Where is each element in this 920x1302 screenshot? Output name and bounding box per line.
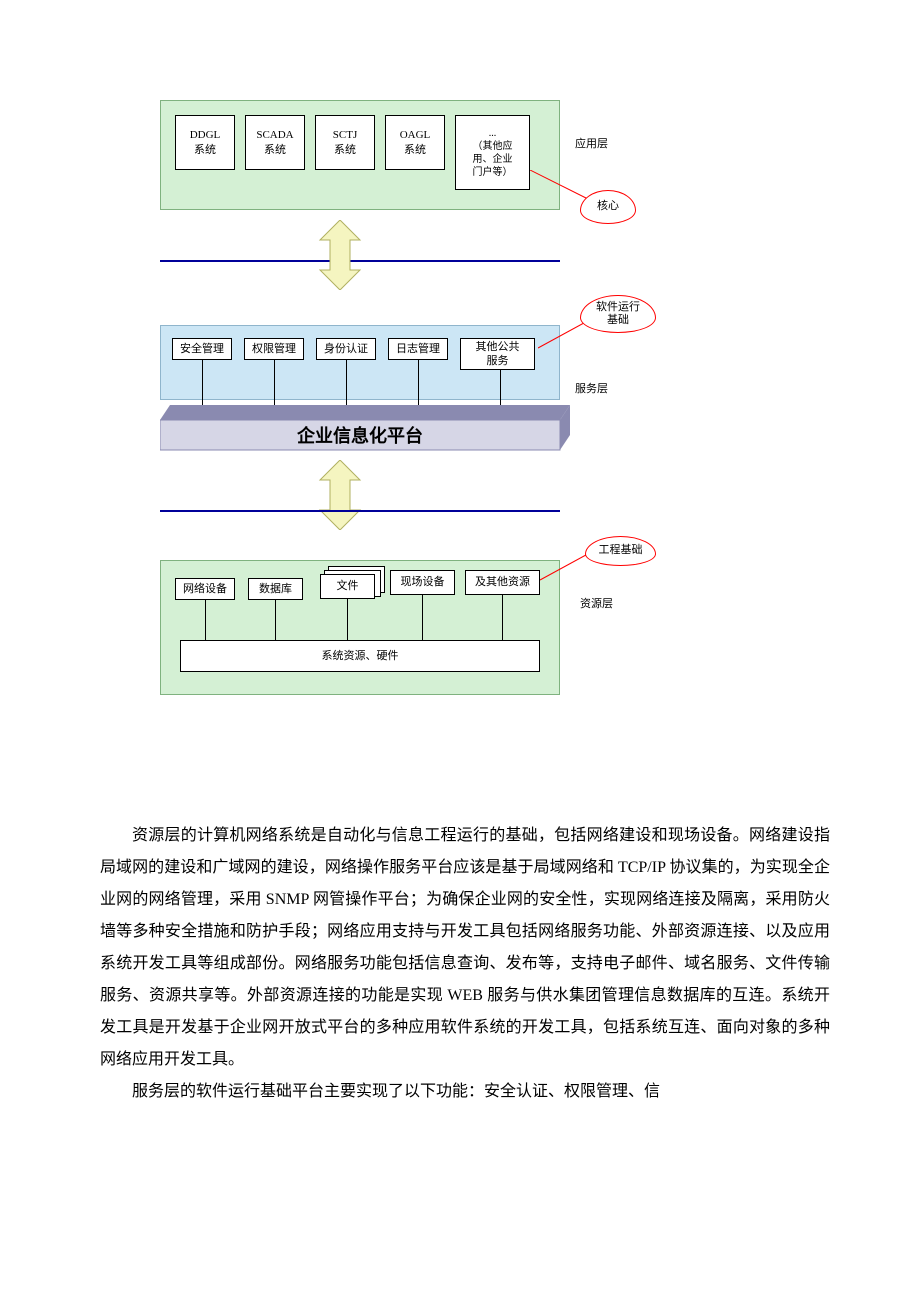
paragraph-1: 资源层的计算机网络系统是自动化与信息工程运行的基础，包括网络建设和现场设备。网络…	[100, 820, 830, 1076]
callout-engineering: 工程基础	[585, 536, 656, 566]
arrow-2	[315, 460, 365, 530]
svc-box-1: 安全管理	[172, 338, 232, 360]
app-box-other: ...（其他应用、企业门户等）	[455, 115, 530, 190]
res-box-bottom: 系统资源、硬件	[180, 640, 540, 672]
service-layer-label: 服务层	[575, 380, 608, 396]
res-box-5: 及其他资源	[465, 570, 540, 595]
app-box-scada: SCADA系统	[245, 115, 305, 170]
paragraph-2: 服务层的软件运行基础平台主要实现了以下功能：安全认证、权限管理、信	[100, 1076, 830, 1108]
body-text: 资源层的计算机网络系统是自动化与信息工程运行的基础，包括网络建设和现场设备。网络…	[100, 820, 830, 1108]
app-box-oagl: OAGL系统	[385, 115, 445, 170]
app-layer-label: 应用层	[575, 135, 608, 151]
hline-2	[160, 510, 560, 512]
svc-box-5: 其他公共服务	[460, 338, 535, 370]
app-box-l1: DDGL	[190, 129, 221, 141]
callout-core: 核心	[580, 190, 636, 224]
architecture-diagram: DDGL系统 SCADA系统 SCTJ系统 OAGL系统 ...（其他应用、企业…	[160, 100, 740, 740]
arrow-1	[315, 220, 365, 290]
res-box-1: 网络设备	[175, 578, 235, 600]
res-box-3: 文件	[320, 574, 375, 599]
app-box-ddgl: DDGL系统	[175, 115, 235, 170]
platform-title: 企业信息化平台	[160, 420, 560, 450]
svc-box-2: 权限管理	[244, 338, 304, 360]
res-box-4: 现场设备	[390, 570, 455, 595]
app-box-sctj: SCTJ系统	[315, 115, 375, 170]
svc-box-4: 日志管理	[388, 338, 448, 360]
res-box-2: 数据库	[248, 578, 303, 600]
callout-software: 软件运行 基础	[580, 295, 656, 333]
platform-bar: 企业信息化平台	[160, 405, 575, 460]
svc-box-3: 身份认证	[316, 338, 376, 360]
